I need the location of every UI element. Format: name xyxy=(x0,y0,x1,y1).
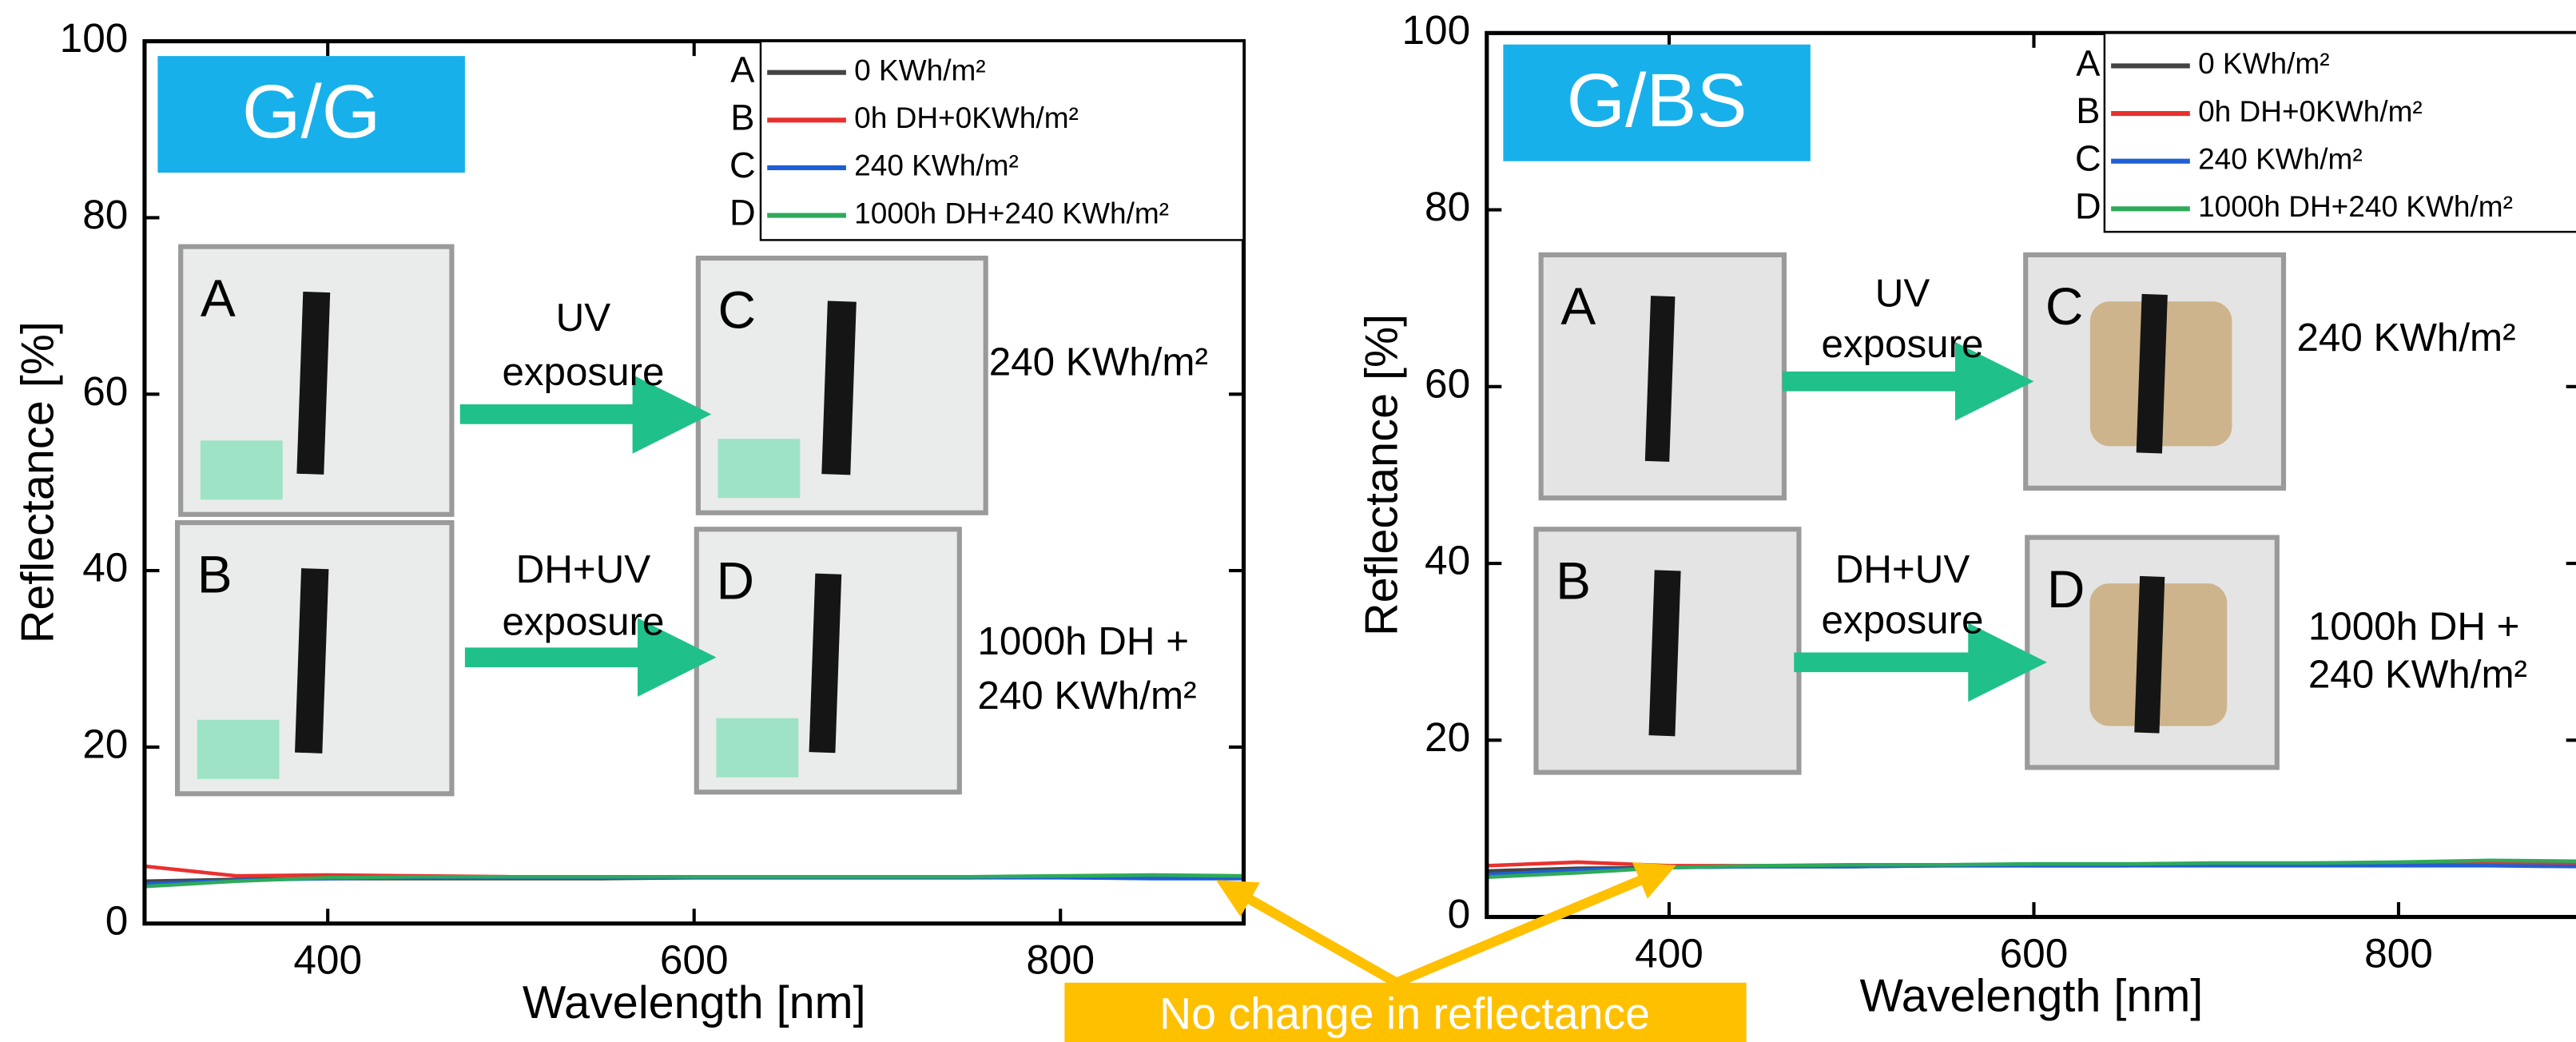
panel-label-box xyxy=(1503,44,1811,161)
arrow-label: exposure xyxy=(502,350,664,394)
sample-strip xyxy=(1644,296,1676,462)
y-tick-label: 0 xyxy=(1448,890,1471,937)
panel-label-box xyxy=(157,56,465,173)
condition-note: 240 KWh/m² xyxy=(2308,652,2527,696)
sample-strip xyxy=(1648,570,1681,737)
sample-letter: A xyxy=(1560,276,1596,336)
sample-letter: D xyxy=(716,551,754,610)
y-tick-label: 20 xyxy=(82,721,128,767)
sample-letter: D xyxy=(2047,559,2085,618)
x-tick-label: 400 xyxy=(1635,929,1703,976)
x-tick-label: 600 xyxy=(660,937,729,983)
y-tick-label: 100 xyxy=(1401,6,1470,53)
plot-lines xyxy=(144,864,1244,889)
y-tick-label: 40 xyxy=(82,544,128,591)
y-tick-label: 0 xyxy=(105,897,129,943)
panel-label: G/G xyxy=(242,70,380,154)
arrow-label: exposure xyxy=(1822,599,1984,642)
legend-letter: A xyxy=(730,50,755,90)
y-tick-label: 20 xyxy=(1425,714,1470,760)
y-tick-label: 100 xyxy=(60,14,129,61)
annotation-arrow xyxy=(1215,880,1399,988)
condition-note: 240 KWh/m² xyxy=(977,674,1196,718)
arrow-label: UV xyxy=(556,296,611,340)
y-tick-label: 80 xyxy=(1425,183,1470,229)
arrow-label: DH+UV xyxy=(1835,547,1970,591)
arrow-label: UV xyxy=(1875,271,1930,315)
arrow-label: exposure xyxy=(502,600,664,644)
y-axis-label: Reflectance [%] xyxy=(1357,314,1408,636)
sample-strip xyxy=(2136,293,2168,454)
plot-frame xyxy=(1485,30,2576,920)
legend-label: 0h DH+0KWh/m² xyxy=(854,101,1079,134)
legend-label: 1000h DH+240 KWh/m² xyxy=(2198,189,2513,223)
legend-label: 0 KWh/m² xyxy=(2198,46,2329,80)
data-line xyxy=(144,873,1244,889)
panel-label: G/BS xyxy=(1567,58,1747,143)
sample-tag xyxy=(716,718,799,778)
arrow-label: exposure xyxy=(1822,322,1984,366)
legend-letter: D xyxy=(729,193,756,233)
legend-letter: C xyxy=(729,145,756,185)
y-tick-label: 60 xyxy=(82,368,128,414)
y-axis-label: Reflectance [%] xyxy=(13,321,64,643)
annotation-box xyxy=(1064,982,1747,1042)
x-tick-label: 600 xyxy=(2000,929,2069,976)
plot-frame xyxy=(142,39,1246,926)
legend-letter: C xyxy=(2075,138,2101,179)
sample-letter: B xyxy=(197,544,233,603)
x-tick-label: 800 xyxy=(1026,937,1095,983)
legend-letter: D xyxy=(2075,185,2101,226)
sample-letter: B xyxy=(1556,551,1591,610)
legend-letter: A xyxy=(2076,42,2101,83)
sample-letter: C xyxy=(2045,276,2084,336)
sample-strip xyxy=(809,573,842,754)
legend-label: 0 KWh/m² xyxy=(854,53,985,86)
y-tick-label: 60 xyxy=(1425,360,1470,406)
x-tick-label: 800 xyxy=(2364,929,2433,976)
condition-note: 1000h DH + xyxy=(2308,605,2520,649)
x-axis-label: Wavelength [nm] xyxy=(1860,971,2204,1022)
y-tick-label: 40 xyxy=(1425,537,1470,583)
sample-strip xyxy=(296,291,331,475)
condition-note: 1000h DH + xyxy=(977,619,1189,663)
legend-letter: B xyxy=(730,97,754,137)
sample-strip xyxy=(2134,575,2165,734)
legend-letter: B xyxy=(2076,90,2100,131)
sample-strip xyxy=(821,300,857,475)
sample-tag xyxy=(197,719,280,779)
legend-label: 1000h DH+240 KWh/m² xyxy=(854,196,1169,229)
sample-tag xyxy=(718,439,801,499)
chart-panel: 0 20 40 60 80 100 400 600 800 Wavelength [nm] Refl… xyxy=(13,14,1246,1028)
annotation-text: No change in reflectance xyxy=(1159,989,1650,1039)
x-axis-label: Wavelength [nm] xyxy=(523,977,866,1028)
y-tick-label: 80 xyxy=(82,191,128,237)
legend-label: 0h DH+0KWh/m² xyxy=(2198,94,2423,128)
annotation-arrow xyxy=(1394,862,1676,988)
sample-tag xyxy=(200,440,283,500)
condition-note: 240 KWh/m² xyxy=(2296,316,2515,360)
sample-strip xyxy=(295,568,329,754)
arrow-label: DH+UV xyxy=(516,547,651,591)
legend-label: 240 KWh/m² xyxy=(854,149,1019,182)
legend-label: 240 KWh/m² xyxy=(2198,141,2363,175)
condition-note: 240 KWh/m² xyxy=(989,340,1208,384)
sample-letter: C xyxy=(718,280,757,339)
x-tick-label: 400 xyxy=(293,937,362,983)
chart-panel: 0 20 40 60 80 100 400 600 800 Wavelength [nm] Refl… xyxy=(1357,6,2576,1022)
sample-letter: A xyxy=(201,268,236,328)
